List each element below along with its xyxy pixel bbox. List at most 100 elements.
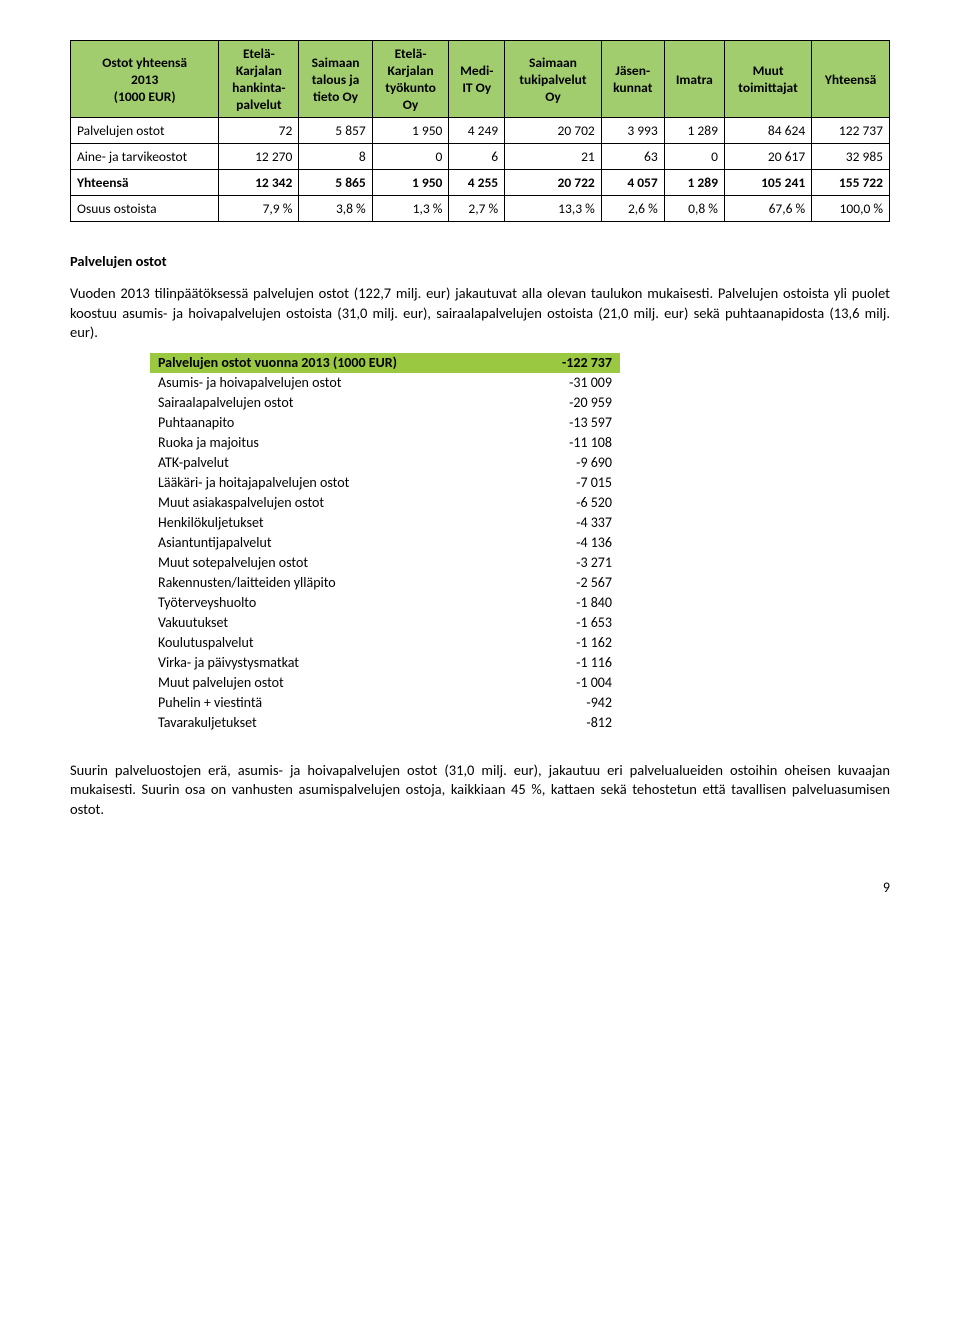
row-label: Rakennusten/laitteiden ylläpito xyxy=(150,573,523,593)
row-value: -1 840 xyxy=(523,593,620,613)
row-value: -812 xyxy=(523,713,620,733)
t2-header-value: -122 737 xyxy=(523,353,620,373)
table-row: Koulutuspalvelut-1 162 xyxy=(150,633,620,653)
table-row: Muut asiakaspalvelujen ostot-6 520 xyxy=(150,493,620,513)
table-row: Tavarakuljetukset-812 xyxy=(150,713,620,733)
cell: 1,3 % xyxy=(372,196,449,222)
row-label: Ruoka ja majoitus xyxy=(150,433,523,453)
row-label: Asumis- ja hoivapalvelujen ostot xyxy=(150,373,523,393)
cell: 12 342 xyxy=(219,170,299,196)
row-label: Vakuutukset xyxy=(150,613,523,633)
row-value: -1 116 xyxy=(523,653,620,673)
row-value: -1 653 xyxy=(523,613,620,633)
cell: 2,7 % xyxy=(449,196,505,222)
cell: 155 722 xyxy=(812,170,890,196)
row-label: ATK-palvelut xyxy=(150,453,523,473)
cell: 3,8 % xyxy=(299,196,372,222)
cell: 4 249 xyxy=(449,118,505,144)
row-value: -31 009 xyxy=(523,373,620,393)
cell: 7,9 % xyxy=(219,196,299,222)
table-row: Rakennusten/laitteiden ylläpito-2 567 xyxy=(150,573,620,593)
table-row: Työterveyshuolto-1 840 xyxy=(150,593,620,613)
table1-header: SaimaantukipalvelutOy xyxy=(505,41,602,118)
table-row: Puhelin + viestintä-942 xyxy=(150,693,620,713)
paragraph-summary: Suurin palveluostojen erä, asumis- ja ho… xyxy=(70,761,890,820)
cell: 6 xyxy=(449,144,505,170)
table-row: Palvelujen ostot725 8571 9504 24920 7023… xyxy=(71,118,890,144)
cell: 67,6 % xyxy=(724,196,811,222)
table-row: Virka- ja päivystysmatkat-1 116 xyxy=(150,653,620,673)
row-label: Muut palvelujen ostot xyxy=(150,673,523,693)
cell: 5 857 xyxy=(299,118,372,144)
row-value: -1 162 xyxy=(523,633,620,653)
table-row: Osuus ostoista7,9 %3,8 %1,3 %2,7 %13,3 %… xyxy=(71,196,890,222)
row-label: Puhelin + viestintä xyxy=(150,693,523,713)
table-row: Ruoka ja majoitus-11 108 xyxy=(150,433,620,453)
cell: 20 617 xyxy=(724,144,811,170)
row-value: -3 271 xyxy=(523,553,620,573)
table-row: Yhteensä12 3425 8651 9504 25520 7224 057… xyxy=(71,170,890,196)
cell: 84 624 xyxy=(724,118,811,144)
row-label: Palvelujen ostot xyxy=(71,118,219,144)
row-value: -942 xyxy=(523,693,620,713)
cell: 32 985 xyxy=(812,144,890,170)
row-value: -13 597 xyxy=(523,413,620,433)
row-value: -2 567 xyxy=(523,573,620,593)
cell: 5 865 xyxy=(299,170,372,196)
table1-header: Jäsen-kunnat xyxy=(601,41,664,118)
cell: 1 289 xyxy=(664,170,724,196)
row-value: -9 690 xyxy=(523,453,620,473)
cell: 21 xyxy=(505,144,602,170)
table-row: Vakuutukset-1 653 xyxy=(150,613,620,633)
cell: 122 737 xyxy=(812,118,890,144)
row-label: Henkilökuljetukset xyxy=(150,513,523,533)
cell: 8 xyxy=(299,144,372,170)
service-purchases-breakdown-table: Palvelujen ostot vuonna 2013 (1000 EUR) … xyxy=(150,353,620,733)
table-row: Muut sotepalvelujen ostot-3 271 xyxy=(150,553,620,573)
cell: 1 950 xyxy=(372,118,449,144)
row-label: Yhteensä xyxy=(71,170,219,196)
cell: 1 289 xyxy=(664,118,724,144)
section-title: Palvelujen ostot xyxy=(70,252,890,270)
cell: 0,8 % xyxy=(664,196,724,222)
row-value: -6 520 xyxy=(523,493,620,513)
row-label: Asiantuntijapalvelut xyxy=(150,533,523,553)
cell: 13,3 % xyxy=(505,196,602,222)
row-value: -4 337 xyxy=(523,513,620,533)
cell: 3 993 xyxy=(601,118,664,144)
cell: 0 xyxy=(664,144,724,170)
cell: 4 057 xyxy=(601,170,664,196)
cell: 20 702 xyxy=(505,118,602,144)
table1-header-rowhead: Ostot yhteensä2013(1000 EUR) xyxy=(71,41,219,118)
cell: 1 950 xyxy=(372,170,449,196)
row-value: -1 004 xyxy=(523,673,620,693)
table1-header: Yhteensä xyxy=(812,41,890,118)
t2-header-label: Palvelujen ostot vuonna 2013 (1000 EUR) xyxy=(150,353,523,373)
table1-header: Medi-IT Oy xyxy=(449,41,505,118)
table-row: Muut palvelujen ostot-1 004 xyxy=(150,673,620,693)
row-label: Virka- ja päivystysmatkat xyxy=(150,653,523,673)
row-label: Muut sotepalvelujen ostot xyxy=(150,553,523,573)
purchases-by-entity-table: Ostot yhteensä2013(1000 EUR)Etelä-Karjal… xyxy=(70,40,890,222)
table1-header: Etelä-KarjalantyökuntoOy xyxy=(372,41,449,118)
cell: 0 xyxy=(372,144,449,170)
row-label: Koulutuspalvelut xyxy=(150,633,523,653)
cell: 2,6 % xyxy=(601,196,664,222)
row-value: -7 015 xyxy=(523,473,620,493)
table-row: Henkilökuljetukset-4 337 xyxy=(150,513,620,533)
row-label: Sairaalapalvelujen ostot xyxy=(150,393,523,413)
table1-header: Imatra xyxy=(664,41,724,118)
row-label: Työterveyshuolto xyxy=(150,593,523,613)
cell: 12 270 xyxy=(219,144,299,170)
row-label: Puhtaanapito xyxy=(150,413,523,433)
row-label: Lääkäri- ja hoitajapalvelujen ostot xyxy=(150,473,523,493)
cell: 100,0 % xyxy=(812,196,890,222)
page-number: 9 xyxy=(70,879,890,896)
row-label: Tavarakuljetukset xyxy=(150,713,523,733)
cell: 20 722 xyxy=(505,170,602,196)
table-row: ATK-palvelut-9 690 xyxy=(150,453,620,473)
cell: 72 xyxy=(219,118,299,144)
row-label: Aine- ja tarvikeostot xyxy=(71,144,219,170)
row-value: -11 108 xyxy=(523,433,620,453)
table1-header: Etelä-Karjalanhankinta-palvelut xyxy=(219,41,299,118)
